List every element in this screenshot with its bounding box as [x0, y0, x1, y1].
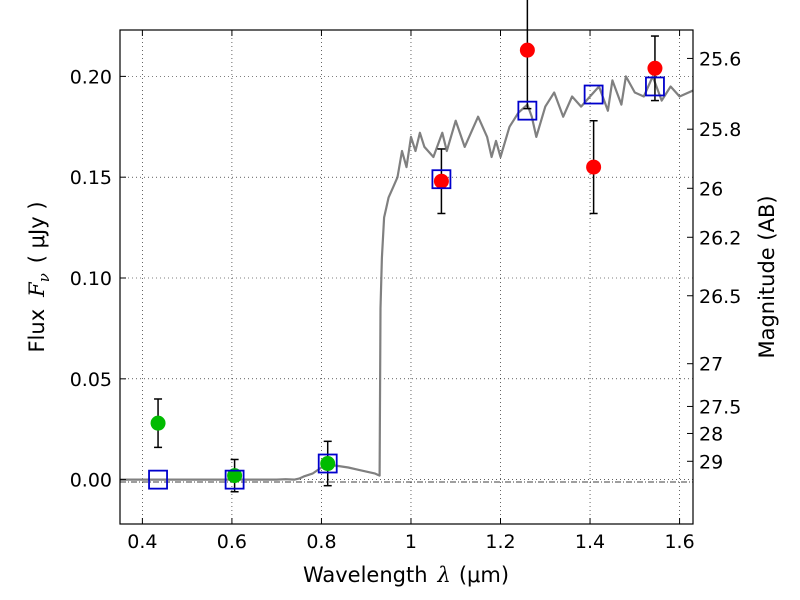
observed-point: [150, 415, 166, 431]
model-point: [148, 469, 168, 490]
y-tick-label: 0.05: [70, 369, 112, 391]
magnitude-tick-label: 25.6: [699, 48, 741, 70]
y-axis-label: FluxFν( μJy ): [25, 201, 53, 352]
axis-ticks: 0.4 0.6 0.8 1 1.2 1.4 1.6 0.00 0.05 0.10 0.15 0.20 2…: [70, 30, 741, 553]
model-point: [583, 84, 604, 105]
plot-data: [120, 75, 693, 481]
magnitude-tick-label: 25.8: [699, 119, 741, 141]
y-tick-label: 0.15: [70, 167, 112, 189]
magnitude-tick-label: 27: [699, 354, 723, 376]
y-tick-label: 0.20: [70, 66, 112, 88]
y-tick-label: 0.10: [70, 268, 112, 290]
x-tick-label: 1.2: [485, 531, 515, 553]
observed-point: [647, 60, 663, 76]
plot-frame: [119, 29, 694, 525]
magnitude-tick-label: 29: [699, 451, 723, 473]
magnitude-tick-label: 26.5: [699, 286, 741, 308]
model-point: [645, 76, 665, 97]
x-tick-label: 1.6: [664, 531, 694, 553]
model-point: [317, 453, 338, 474]
y-tick-label: 0.00: [70, 470, 112, 492]
x-tick-label: 0.8: [306, 531, 336, 553]
observed-point: [227, 468, 243, 484]
magnitude-axis-label: Magnitude (AB): [755, 195, 779, 358]
observed-point: [519, 42, 535, 58]
observed-point: [586, 159, 602, 175]
magnitude-tick-label: 26.2: [699, 227, 741, 249]
observed-point: [320, 456, 336, 472]
x-tick-label: 0.4: [127, 531, 157, 553]
x-tick-label: 1.4: [575, 531, 605, 553]
model-point: [224, 469, 245, 490]
x-tick-label: 1: [405, 531, 417, 553]
observed-point: [433, 173, 449, 189]
magnitude-tick-label: 28: [699, 423, 723, 445]
model-point: [431, 169, 452, 190]
magnitude-tick-label: 27.5: [699, 396, 741, 418]
x-axis-label: Wavelength λ (μm): [303, 563, 509, 587]
data-markers: [148, 42, 665, 490]
magnitude-tick-label: 26: [699, 178, 723, 200]
model-point: [517, 100, 538, 121]
template-spectrum-line: [120, 75, 693, 481]
x-tick-label: 0.6: [217, 531, 247, 553]
